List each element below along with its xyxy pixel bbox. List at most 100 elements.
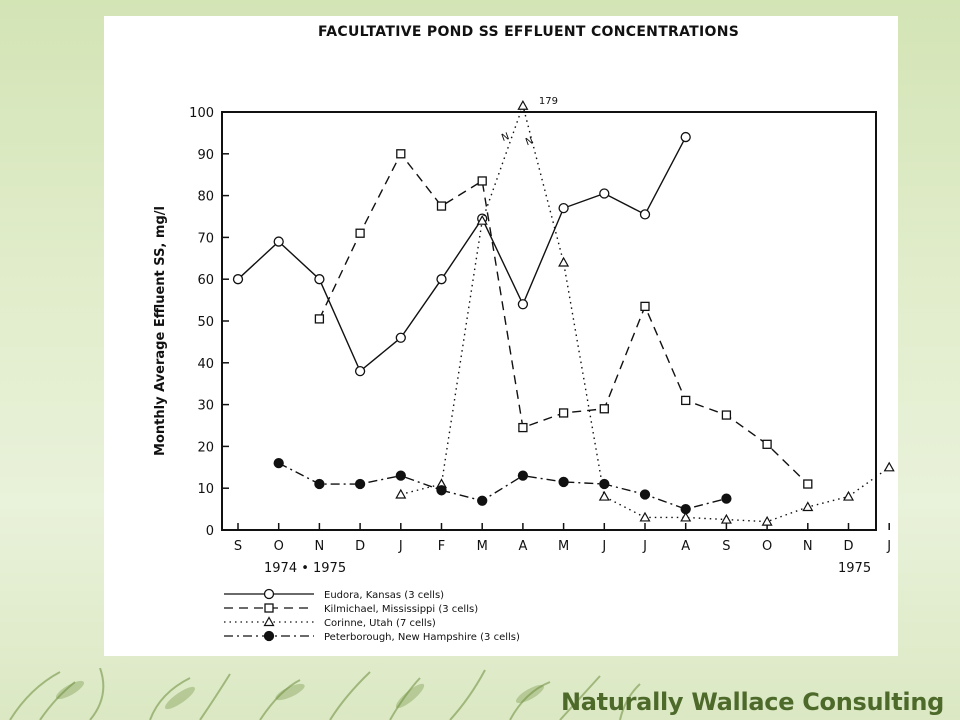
data-point (720, 513, 732, 524)
legend: Eudora, Kansas (3 cells) Kilmichael, Miss… (224, 588, 520, 643)
data-point (354, 478, 366, 490)
legend-entry: Corinne, Utah (7 cells) (224, 616, 436, 629)
data-point (639, 209, 651, 220)
series-4 (273, 457, 732, 515)
y-tick-label: 80 (197, 190, 214, 205)
x-tick-label: O (274, 539, 284, 554)
y-tick-label: 100 (189, 106, 214, 121)
brand-logo-text: Naturally Wallace Consulting (561, 688, 944, 716)
annotation-179: 179 (539, 96, 558, 107)
y-tick-label: 30 (197, 399, 214, 414)
axis-break-mark: N (524, 135, 535, 148)
y-tick-label: 0 (206, 524, 214, 539)
y-tick-label: 40 (197, 357, 214, 372)
leaf-border-decoration (9, 668, 641, 720)
series-layer (232, 100, 895, 526)
x-axis: S O N D J F M A M J J A S O N D J 1974 • 1975 1975 (234, 523, 891, 576)
data-point (639, 489, 651, 500)
data-point (395, 488, 407, 499)
data-point (477, 495, 488, 506)
data-point (395, 470, 406, 481)
x-tick-label: S (234, 539, 242, 554)
x-tick-label: S (722, 539, 730, 554)
effluent-line-chart: FACULTATIVE POND SS EFFLUENT CONCENTRATI… (153, 24, 895, 643)
data-point (273, 236, 284, 247)
data-point (314, 314, 325, 324)
data-point (842, 490, 855, 501)
data-point (273, 457, 284, 469)
data-point (518, 422, 528, 433)
y-axis: 0 10 20 30 40 50 60 70 80 90 100 (189, 106, 229, 539)
data-point (476, 214, 488, 225)
x-tick-label: A (518, 539, 527, 554)
data-point (558, 476, 569, 488)
data-point (883, 461, 895, 472)
data-point (354, 366, 366, 377)
legend-entry: Eudora, Kansas (3 cells) (224, 588, 444, 601)
y-tick-label: 70 (197, 231, 214, 246)
data-point (599, 188, 610, 199)
x-tick-label: D (355, 539, 365, 554)
x-tick-label: J (642, 539, 647, 554)
legend-label: Eudora, Kansas (3 cells) (324, 590, 444, 601)
legend-label: Corinne, Utah (7 cells) (324, 618, 436, 629)
legend-swatch-marker (263, 588, 275, 600)
x-tick-label: J (398, 539, 403, 554)
data-point (517, 100, 529, 110)
series-line (400, 103, 890, 523)
data-point (721, 410, 732, 420)
legend-label: Peterborough, New Hampshire (3 cells) (324, 632, 520, 643)
data-point (680, 131, 691, 143)
data-point (639, 511, 651, 522)
y-tick-label: 60 (197, 273, 214, 288)
data-point (803, 479, 813, 489)
data-point (762, 439, 772, 449)
data-point (599, 404, 609, 414)
data-point (680, 511, 692, 522)
legend-label: Kilmichael, Mississippi (3 cells) (324, 604, 478, 615)
x-tick-label: A (681, 539, 690, 554)
x-tick-label: M (558, 539, 569, 554)
data-point (355, 228, 365, 238)
x-tick-label: F (438, 539, 445, 554)
y-axis-label: Monthly Average Effluent SS, mg/l (153, 206, 168, 456)
x-tick-label: J (886, 539, 891, 554)
data-point (517, 470, 529, 481)
series-line (237, 136, 687, 373)
data-point (721, 493, 732, 504)
data-point (517, 299, 529, 310)
year-label-1975: 1975 (838, 561, 871, 576)
chart-title: FACULTATIVE POND SS EFFLUENT CONCENTRATI… (318, 24, 739, 40)
data-point (761, 515, 773, 526)
legend-entry: Peterborough, New Hampshire (3 cells) (224, 630, 520, 643)
data-point (477, 176, 487, 186)
x-tick-label: O (762, 539, 772, 554)
y-tick-label: 90 (197, 148, 214, 163)
annotations: 179 N N (500, 96, 558, 148)
data-point (802, 501, 814, 512)
x-tick-label: N (315, 539, 325, 554)
data-point (396, 149, 406, 159)
data-point (314, 478, 325, 490)
data-point (558, 202, 569, 214)
x-tick-label: J (601, 539, 606, 554)
data-point (558, 408, 569, 418)
data-point (598, 490, 610, 501)
series-line (278, 462, 727, 510)
data-point (436, 274, 447, 285)
data-point (599, 478, 610, 490)
chart-panel: FACULTATIVE POND SS EFFLUENT CONCENTRATI… (104, 16, 898, 656)
year-label-1974-1975: 1974 • 1975 (264, 561, 346, 576)
data-point (436, 201, 447, 211)
data-point (681, 395, 691, 406)
data-point (680, 503, 691, 515)
data-point (314, 274, 325, 285)
x-tick-label: D (843, 539, 853, 554)
x-tick-label: M (477, 539, 488, 554)
data-point (436, 485, 447, 496)
series-1 (232, 131, 691, 377)
data-point (395, 332, 406, 343)
legend-entry: Kilmichael, Mississippi (3 cells) (224, 603, 478, 615)
series-2 (314, 149, 813, 489)
